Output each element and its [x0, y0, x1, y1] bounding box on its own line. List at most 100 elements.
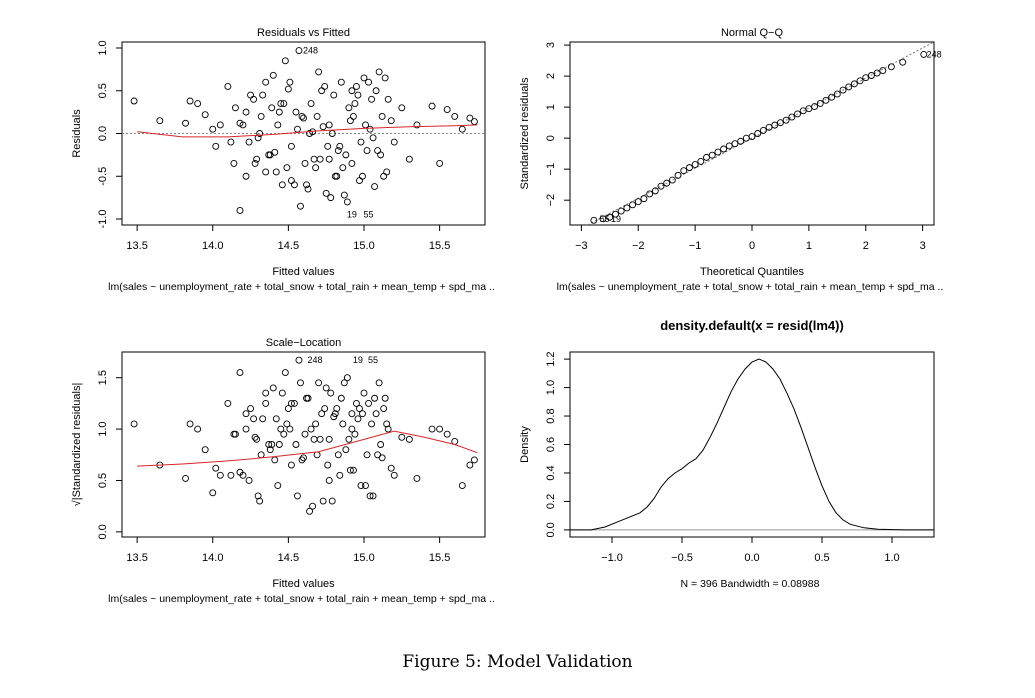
figure-caption: Figure 5: Model Validation [402, 652, 633, 672]
chart-title: density.default(x = resid(lm4)) [660, 318, 844, 333]
data-point [369, 492, 377, 500]
data-point [354, 91, 362, 99]
data-point [247, 405, 255, 412]
data-point [250, 95, 258, 103]
data-point [805, 105, 813, 113]
point-label: 248 [303, 46, 318, 56]
data-point [259, 415, 267, 423]
x-tick-label: 2 [863, 240, 869, 252]
data-point [242, 172, 250, 180]
data-point [879, 67, 887, 74]
data-point [272, 415, 280, 423]
data-point [297, 379, 304, 387]
data-point [839, 86, 847, 94]
data-point [366, 492, 374, 500]
data-point [310, 155, 318, 163]
data-point [333, 405, 341, 412]
data-point [324, 461, 332, 469]
point-label: 55 [600, 214, 610, 224]
data-point [318, 410, 326, 418]
density-curve [570, 358, 934, 531]
data-point [262, 389, 270, 397]
data-point [239, 121, 247, 129]
data-point [443, 430, 451, 438]
data-point [266, 446, 274, 454]
y-tick-label: 1.5 [97, 370, 109, 385]
data-point [301, 159, 309, 167]
x-tick-label: 14.5 [278, 552, 299, 564]
data-point [799, 107, 807, 115]
y-tick-label: 1 [545, 104, 557, 110]
data-point [269, 71, 277, 79]
x-axis-label: Fitted values [272, 578, 335, 590]
data-point [297, 202, 304, 210]
data-point [256, 130, 264, 137]
data-point [685, 164, 693, 172]
data-point [363, 451, 371, 459]
y-tick-label: 0.6 [545, 437, 557, 452]
data-point [284, 85, 292, 93]
data-point [342, 151, 350, 159]
data-point [242, 108, 250, 116]
y-tick-label: 0.0 [97, 126, 109, 141]
data-point [390, 138, 398, 146]
data-point [130, 420, 138, 428]
data-point [405, 155, 413, 163]
data-point [748, 133, 756, 141]
data-point [413, 474, 421, 482]
data-point [307, 425, 315, 433]
data-point [304, 394, 312, 402]
x-tick-label: 0 [749, 240, 755, 252]
y-tick-label: 2 [545, 73, 557, 79]
data-point [182, 119, 189, 127]
point-label: 19 [353, 355, 363, 365]
data-point [306, 507, 313, 515]
data-point [322, 189, 330, 197]
data-point [227, 138, 235, 146]
chart-title: Scale−Location [266, 337, 342, 349]
data-point [294, 492, 301, 500]
data-point [470, 456, 478, 464]
data-point [466, 114, 474, 122]
data-point [357, 138, 365, 146]
data-point [337, 78, 345, 86]
data-point [850, 80, 858, 88]
data-point [828, 93, 836, 101]
plot-sublabel: lm(sales ~ unemployment_rate + total_sno… [108, 593, 495, 605]
data-point [737, 137, 745, 145]
data-point [304, 185, 312, 193]
data-point [788, 113, 796, 121]
data-point [275, 441, 283, 448]
x-tick-label: 15.5 [429, 240, 450, 252]
data-point [334, 451, 342, 459]
data-point [629, 201, 637, 209]
data-point [242, 410, 250, 418]
data-point [340, 379, 348, 387]
data-point [640, 195, 648, 203]
data-point [265, 441, 273, 448]
data-point [742, 134, 750, 142]
y-tick-label: 0.2 [545, 494, 557, 509]
data-point [354, 415, 362, 423]
data-point [731, 140, 739, 148]
data-point [856, 77, 864, 85]
data-point [365, 399, 372, 407]
data-point [383, 420, 391, 428]
data-point [310, 435, 318, 443]
data-point [330, 91, 338, 99]
data-point [651, 187, 659, 195]
plot-content [586, 42, 934, 225]
data-point [375, 68, 383, 76]
data-point [811, 103, 819, 110]
data-point [343, 374, 351, 382]
plot-content [122, 47, 485, 214]
data-point [371, 394, 379, 402]
y-tick-label: 3 [545, 42, 557, 48]
y-tick-label: −2 [545, 194, 557, 207]
x-axis-label: Fitted values [272, 266, 335, 278]
data-point [765, 123, 773, 131]
data-point [674, 171, 682, 179]
data-point [375, 379, 383, 387]
y-tick-label: 0.4 [545, 465, 557, 480]
